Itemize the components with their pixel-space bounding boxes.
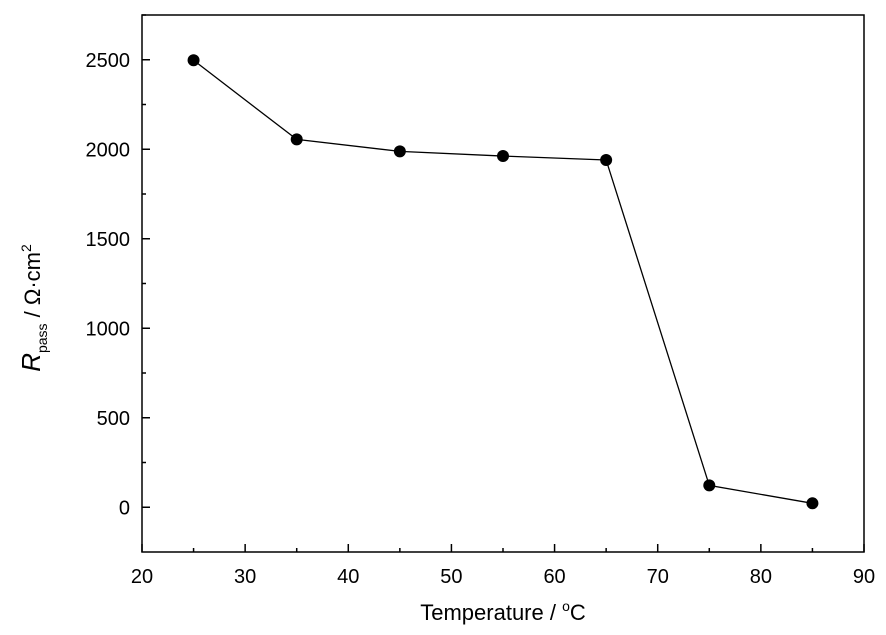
y-axis-title: Rpass / Ω·cm2: [16, 244, 50, 372]
data-point: [497, 150, 509, 163]
y-axis-ticks: 0 500 1000 1500 2000 2500: [86, 14, 150, 519]
y-tick-label: 1500: [86, 229, 131, 251]
data-point: [703, 479, 716, 492]
y-tick-label: 1000: [86, 318, 131, 340]
data-point: [290, 133, 303, 146]
series-line: [193, 59, 813, 504]
x-tick-label: 20: [131, 566, 153, 588]
x-tick-label: 40: [337, 566, 359, 588]
data-series: [187, 54, 819, 510]
plot-frame: [141, 14, 865, 553]
x-tick-label: 30: [234, 566, 256, 588]
y-tick-label: 2000: [86, 139, 131, 161]
y-tick-label: 500: [97, 408, 130, 430]
x-tick-label: 90: [853, 566, 875, 588]
x-tick-label: 50: [440, 566, 462, 588]
y-tick-label: 0: [119, 497, 130, 519]
data-point: [187, 54, 200, 67]
x-axis-ticks: 20 30 40 50 60 70 80 90: [131, 544, 875, 588]
data-point: [806, 497, 819, 510]
x-tick-label: 60: [543, 566, 565, 588]
y-tick-label: 2500: [86, 50, 131, 72]
data-point: [393, 145, 406, 158]
data-point: [600, 153, 613, 166]
x-axis-title: Temperature / oC: [420, 598, 586, 625]
x-tick-label: 70: [647, 566, 669, 588]
x-tick-label: 80: [750, 566, 772, 588]
